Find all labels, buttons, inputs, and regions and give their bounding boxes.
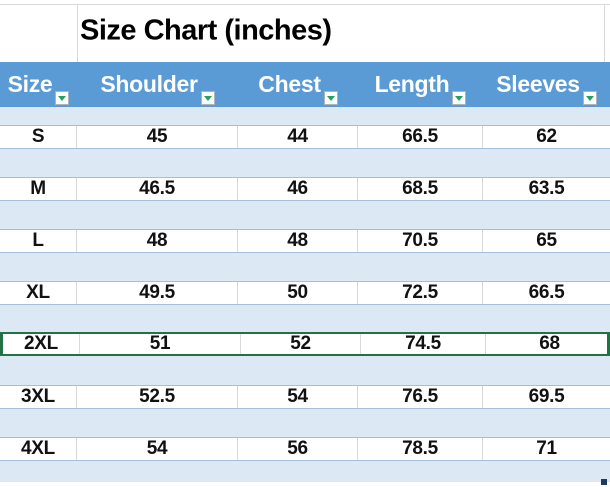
cell-length[interactable]: 78.5 [358,438,483,460]
cell-length[interactable]: 72.5 [358,282,483,304]
cell-sleeves[interactable]: 65 [536,230,557,251]
column-header-label: Size [7,71,53,97]
cell-length[interactable]: 76.5 [358,386,483,408]
empty-row[interactable] [0,409,610,437]
column-header-shoulder[interactable]: Shoulder [77,62,238,107]
cell-shoulder[interactable]: 54 [77,438,238,460]
column-header-chest[interactable]: Chest [238,62,358,107]
cell-shoulder[interactable]: 45 [77,126,238,148]
chevron-down-icon [203,95,212,101]
gridline [604,4,605,62]
cell-shoulder[interactable]: 52.5 [77,386,238,408]
cell-sleeves[interactable]: 66.5 [528,282,565,303]
chevron-down-icon [58,95,67,101]
empty-row[interactable] [0,461,610,482]
table-row-l: L 48 48 70.5 65 [0,229,610,253]
cell-shoulder[interactable]: 48 [77,230,238,252]
filter-dropdown-icon[interactable] [452,91,467,105]
sheet-title: Size Chart (inches) [80,14,332,47]
table-row-m: M 46.5 46 68.5 63.5 [0,177,610,201]
cell-chest[interactable]: 52 [241,334,361,354]
column-header-sleeves[interactable]: Sleeves [483,62,610,107]
empty-row[interactable] [0,201,610,229]
cell-chest[interactable]: 48 [238,230,358,252]
column-header-label: Length [374,71,450,97]
bottom-strip [0,482,610,487]
chevron-down-icon [585,95,594,101]
cell-chest[interactable]: 50 [238,282,358,304]
cell-chest[interactable]: 56 [238,438,358,460]
table-row-2xl-selected: 2XL 51 52 74.5 68 [0,332,610,356]
table-row-4xl: 4XL 54 56 78.5 71 [0,437,610,461]
chevron-down-icon [326,95,335,101]
cell-chest[interactable]: 44 [238,126,358,148]
empty-row[interactable] [0,149,610,177]
title-row: Size Chart (inches) [0,0,610,62]
table-row-s: S 45 44 66.5 62 [0,125,610,149]
cell-chest[interactable]: 54 [238,386,358,408]
cell-shoulder[interactable]: 49.5 [77,282,238,304]
cell-sleeves[interactable]: 69.5 [528,386,565,407]
empty-row[interactable] [0,107,610,125]
chevron-down-icon [455,95,464,101]
column-header-label: Shoulder [100,71,198,97]
table-row-xl: XL 49.5 50 72.5 66.5 [0,281,610,305]
column-header-label: Sleeves [496,71,580,97]
cell-chest[interactable]: 46 [238,178,358,200]
cell-size[interactable]: 4XL [0,438,77,460]
column-header-length[interactable]: Length [358,62,483,107]
cell-sleeves[interactable]: 68 [539,334,560,354]
selection-handle[interactable] [601,479,607,485]
column-header-size[interactable]: Size [0,62,77,107]
cell-sleeves[interactable]: 62 [536,126,557,147]
filter-dropdown-icon[interactable] [200,91,215,105]
cell-size[interactable]: XL [0,282,77,304]
cell-sleeves[interactable]: 63.5 [528,178,565,199]
filter-dropdown-icon[interactable] [323,91,338,105]
cell-length[interactable]: 74.5 [361,334,486,354]
cell-size[interactable]: S [0,126,77,148]
empty-row[interactable] [0,305,610,332]
gridline [77,4,78,62]
table-header-row: Size Shoulder Chest Length Sleeves [0,62,610,107]
cell-shoulder[interactable]: 51 [80,334,241,354]
column-header-label: Chest [258,71,321,97]
cell-size[interactable]: L [0,230,77,252]
cell-size[interactable]: 3XL [0,386,77,408]
filter-dropdown-icon[interactable] [55,91,70,105]
empty-row[interactable] [0,253,610,281]
cell-size[interactable]: 2XL [3,334,80,354]
table-row-3xl: 3XL 52.5 54 76.5 69.5 [0,385,610,409]
cell-length[interactable]: 70.5 [358,230,483,252]
gridline [0,4,610,5]
cell-length[interactable]: 68.5 [358,178,483,200]
cell-sleeves[interactable]: 71 [536,438,557,459]
cell-shoulder[interactable]: 46.5 [77,178,238,200]
cell-length[interactable]: 66.5 [358,126,483,148]
filter-dropdown-icon[interactable] [582,91,597,105]
empty-row[interactable] [0,356,610,385]
cell-size[interactable]: M [0,178,77,200]
